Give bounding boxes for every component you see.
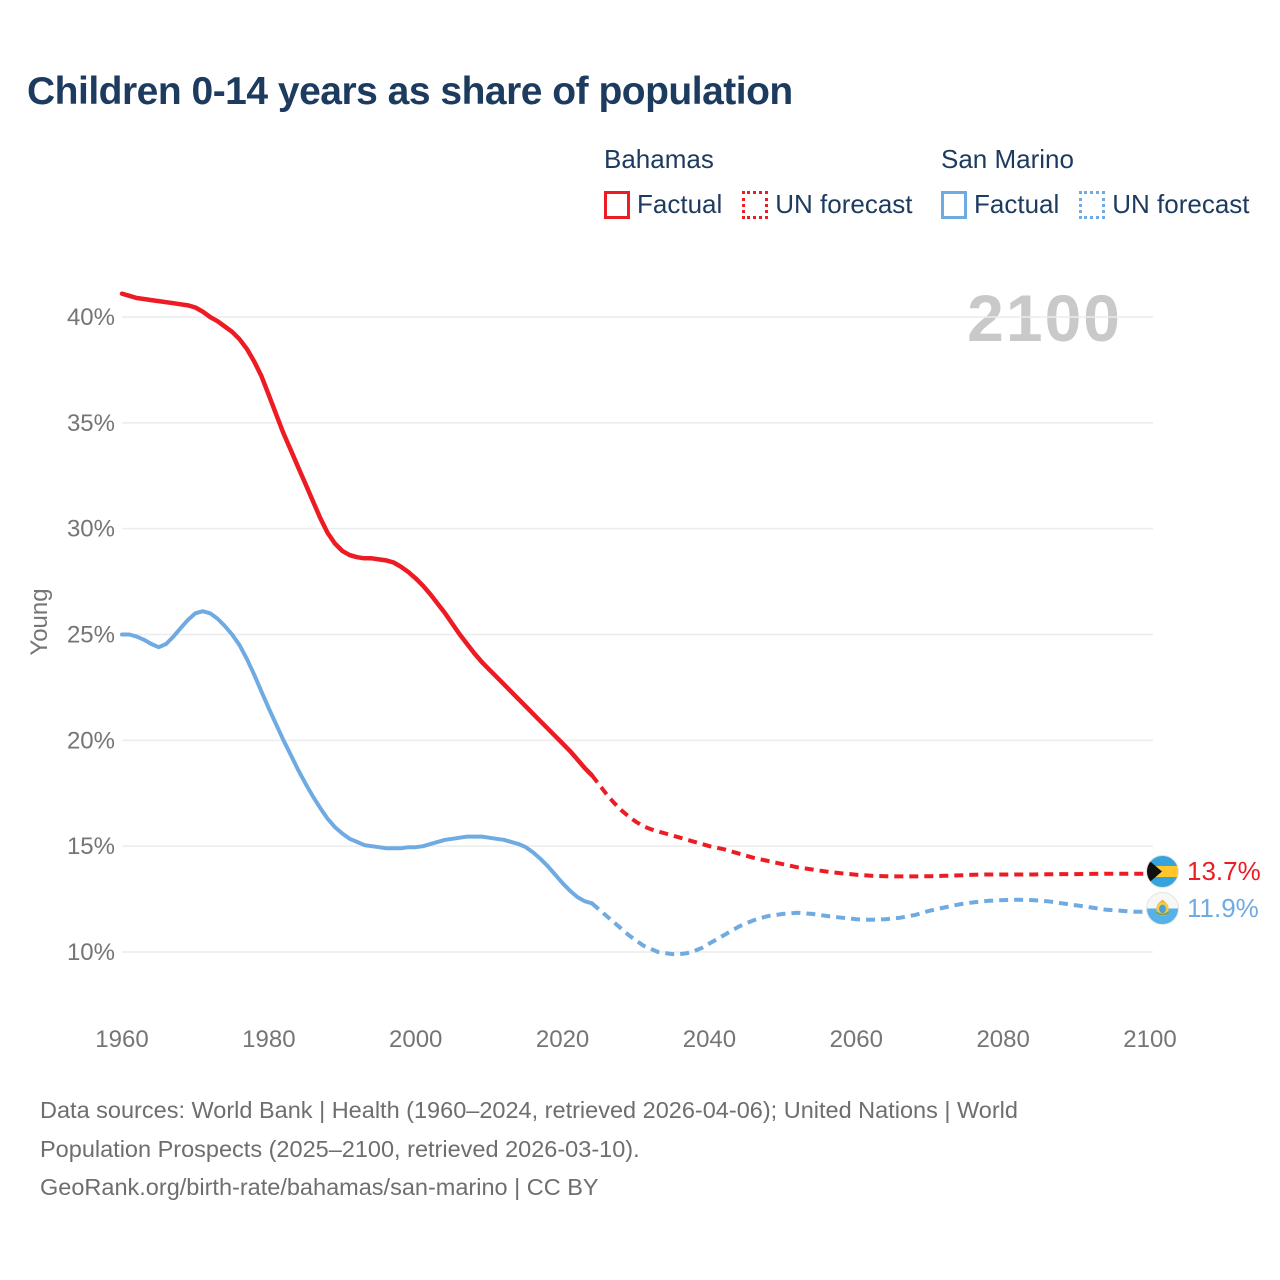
series-line-bahamas-factual <box>119 291 595 778</box>
x-tick-label-2040: 2040 <box>683 1026 736 1053</box>
solid-line-swatch-icon <box>941 190 967 219</box>
san-marino-end-label: 11.9% <box>1146 892 1259 925</box>
dotted-line-swatch-icon <box>1079 190 1106 219</box>
x-tick-label-2060: 2060 <box>830 1026 883 1053</box>
series-line-bahamas-un-forecast <box>590 774 1150 879</box>
legend-row: Factual UN forecast <box>941 189 1250 220</box>
solid-line-swatch-icon <box>604 190 630 219</box>
legend-country-name: San Marino <box>941 144 1074 174</box>
san-marino-end-value: 11.9% <box>1187 893 1259 923</box>
dotted-line-swatch-icon <box>742 190 769 219</box>
y-tick-label-25%: 25% <box>67 622 115 649</box>
footer: Data sources: World Bank | Health (1960–… <box>40 1091 1018 1207</box>
legend-group-san-marino: San Marino Factual UN forecast <box>941 144 1250 220</box>
series-line-san-marino-un-forecast <box>590 897 1150 957</box>
x-tick-label-2100: 2100 <box>1123 1026 1176 1053</box>
series-line-san-marino-factual <box>120 609 594 906</box>
x-tick-label-1960: 1960 <box>95 1026 148 1053</box>
legend-factual-label: Factual <box>974 189 1060 219</box>
y-tick-label-15%: 15% <box>67 833 115 860</box>
legend-group-bahamas: Bahamas Factual UN forecast <box>604 144 913 220</box>
bahamas-flag-icon <box>1146 855 1179 888</box>
legend-row: Factual UN forecast <box>604 189 913 220</box>
y-tick-label-30%: 30% <box>67 516 115 543</box>
page-title: Children 0-14 years as share of populati… <box>27 70 793 113</box>
footer-data-sources-line2: Population Prospects (2025–2100, retriev… <box>40 1135 640 1162</box>
y-tick-label-20%: 20% <box>67 727 115 754</box>
legend-forecast-label: UN forecast <box>775 189 913 219</box>
y-tick-label-10%: 10% <box>67 939 115 966</box>
x-tick-label-2080: 2080 <box>976 1026 1029 1053</box>
watermark-year: 2100 <box>967 281 1122 355</box>
x-tick-label-2020: 2020 <box>536 1026 589 1053</box>
legend-factual-label: Factual <box>637 189 723 219</box>
legend-forecast-label: UN forecast <box>1112 189 1250 219</box>
legend-country-name: Bahamas <box>604 144 714 174</box>
footer-data-sources-line1: Data sources: World Bank | Health (1960–… <box>40 1097 1018 1123</box>
bahamas-end-value: 13.7% <box>1187 856 1261 886</box>
footer-attribution: GeoRank.org/birth-rate/bahamas/san-marin… <box>40 1174 599 1200</box>
x-tick-label-2000: 2000 <box>389 1026 442 1053</box>
y-tick-label-40%: 40% <box>67 304 115 331</box>
bahamas-end-label: 13.7% <box>1146 855 1261 888</box>
san-marino-flag-icon <box>1146 892 1179 925</box>
x-tick-label-1980: 1980 <box>242 1026 295 1053</box>
y-tick-label-35%: 35% <box>67 410 115 437</box>
y-axis-title: Young <box>26 588 53 655</box>
